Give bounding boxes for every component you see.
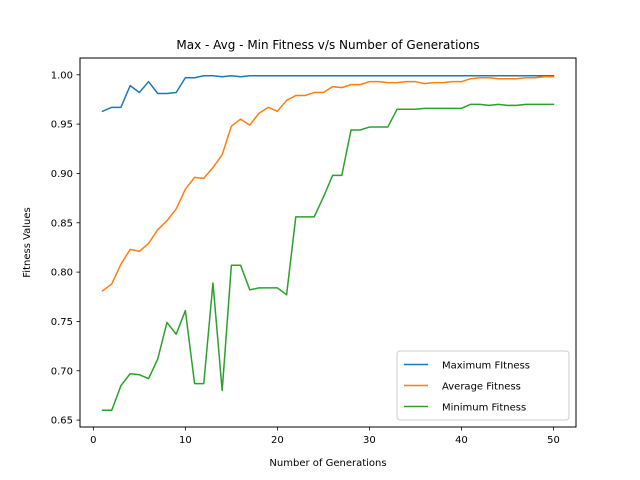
series-line-minimum (101, 103, 555, 411)
x-tick-label: 40 (455, 435, 468, 446)
y-tick-label: 0.75 (51, 317, 73, 328)
x-tick-label: 50 (547, 435, 560, 446)
x-axis-label: Number of Generations (269, 458, 386, 469)
x-tick-label: 10 (179, 435, 192, 446)
legend-label-average: Average Fitness (442, 382, 521, 393)
legend-box (396, 350, 570, 421)
x-tick-label: 0 (90, 435, 96, 446)
x-tick-label: 20 (271, 435, 284, 446)
y-axis-ticks: 0.65 0.70 0.75 0.80 0.85 0.90 0.95 1.00 (51, 70, 80, 427)
legend-label-minimum: Minimum Fitness (442, 403, 526, 414)
x-axis-ticks: 0 10 20 30 40 50 (90, 427, 560, 446)
legend-label-maximum: Maximum FItness (442, 361, 530, 372)
y-axis-label: Fitness Values (22, 207, 33, 277)
x-tick-label: 30 (363, 435, 376, 446)
y-tick-label: 0.65 (51, 416, 73, 427)
y-tick-label: 1.00 (51, 70, 73, 81)
y-tick-label: 0.85 (51, 218, 73, 229)
series-line-average (101, 76, 555, 292)
y-tick-label: 0.80 (51, 268, 73, 279)
legend: Maximum FItness Average Fitness Minimum … (396, 350, 570, 421)
series-lines (101, 75, 555, 411)
series-line-maximum (101, 75, 555, 113)
y-tick-label: 0.90 (51, 169, 73, 180)
y-tick-label: 0.95 (51, 120, 73, 131)
plot-frame (79, 57, 577, 428)
y-tick-label: 0.70 (51, 366, 73, 377)
chart-title: Max - Avg - Min Fitness v/s Number of Ge… (176, 38, 479, 52)
